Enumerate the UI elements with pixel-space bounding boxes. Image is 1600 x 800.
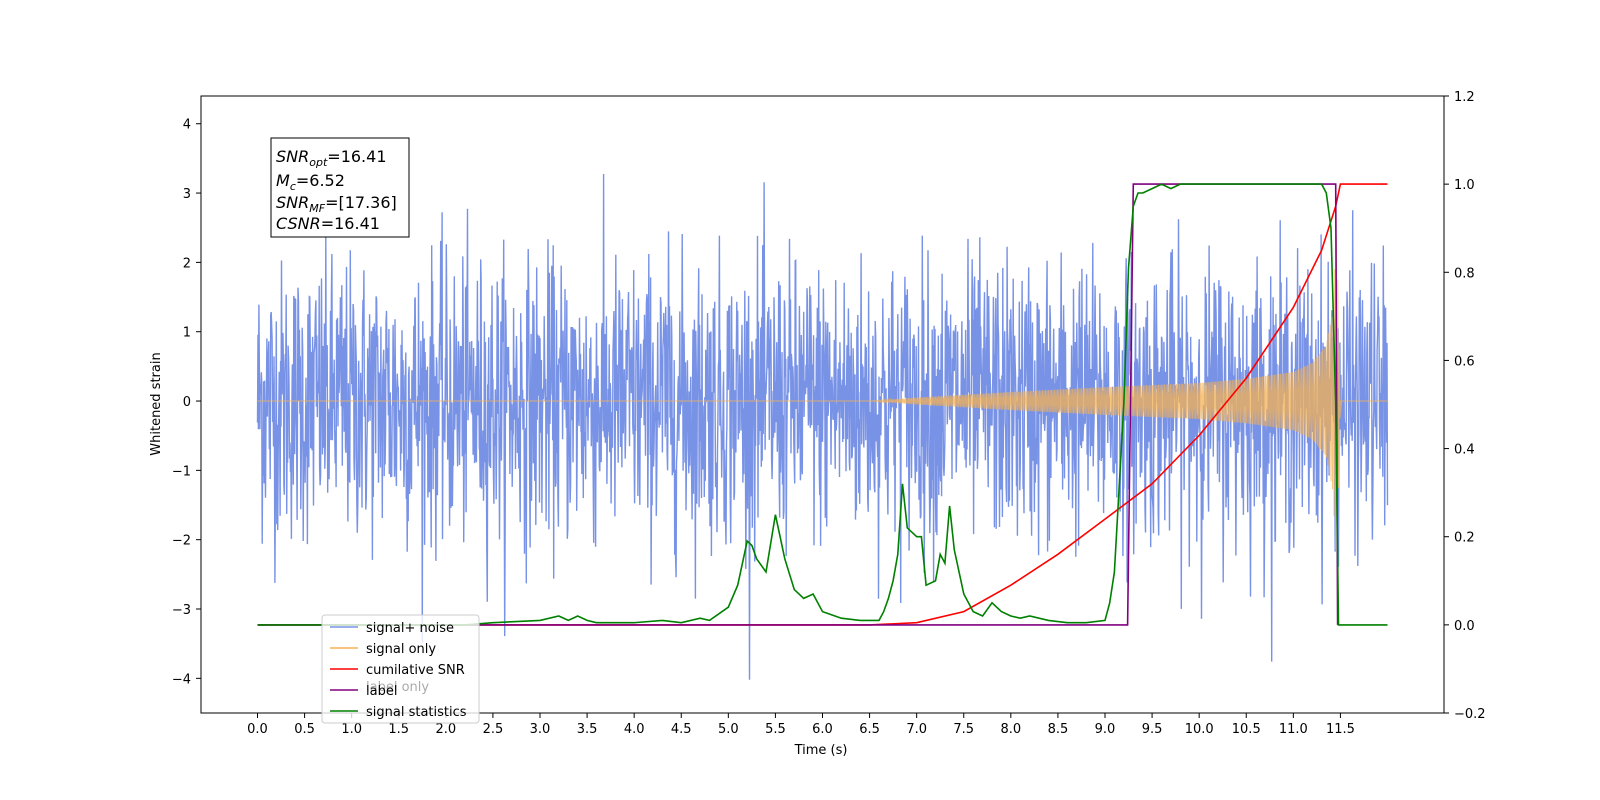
x-tick-label: 10.0	[1185, 722, 1214, 737]
annotation-frame	[270, 137, 410, 238]
signal-line	[257, 235, 1388, 558]
series-signal-only	[257, 235, 1388, 558]
y-tick-label: 0	[183, 395, 191, 410]
x-tick-label: 2.5	[483, 722, 504, 737]
x-tick-label: 11.5	[1326, 722, 1355, 737]
series-signal-noise	[256, 173, 1389, 680]
x-tick-label: 3.0	[530, 722, 551, 737]
y-tick-label: −3	[172, 603, 191, 618]
series-layer	[256, 173, 1389, 680]
y2-tick-label: 0.4	[1454, 443, 1475, 458]
annotation-box: SNRopt=16.41 Mc=6.52 SNRMF=[17.36] CSNR=…	[270, 137, 410, 238]
x-tick-label: 6.5	[859, 722, 880, 737]
x-tick-label: 7.0	[906, 722, 927, 737]
x-tick-label: 6.0	[812, 722, 833, 737]
series-cumilative-snr	[257, 183, 1388, 626]
series-line	[257, 183, 1339, 626]
x-tick-label: 5.0	[718, 722, 739, 737]
x-axis-label: Time (s)	[794, 743, 848, 758]
y-axis-right: 1.2 1.0 0.8 0.6 0.4 0.2 0.0 −0.2	[1444, 90, 1486, 722]
y2-tick-label: 0.2	[1454, 531, 1475, 546]
legend-label: cumilative SNR	[366, 663, 465, 678]
csnr-text: CSNR=16.41	[276, 214, 380, 233]
x-tick-label: 4.0	[624, 722, 645, 737]
x-tick-label: 9.5	[1142, 722, 1163, 737]
series-label	[257, 183, 1339, 626]
snr-mf-text: SNRMF=[17.36]	[276, 193, 397, 215]
series-line	[257, 183, 1388, 626]
legend: label only signal+ noise signal only cumil…	[321, 614, 480, 724]
y-tick-label: 1	[183, 326, 191, 341]
x-tick-label: 0.5	[294, 722, 315, 737]
y2-tick-label: 0.8	[1454, 266, 1475, 281]
y2-tick-label: 1.2	[1454, 90, 1475, 105]
y-tick-label: 4	[183, 118, 191, 133]
x-tick-label: 8.5	[1048, 722, 1069, 737]
legend-label: signal+ noise	[366, 621, 454, 636]
x-tick-label: 7.5	[953, 722, 974, 737]
x-tick-label: 3.5	[577, 722, 598, 737]
legend-hidden-entry: label only	[366, 680, 429, 695]
x-tick-label: 10.5	[1232, 722, 1261, 737]
legend-label: signal statistics	[366, 705, 467, 720]
x-tick-label: 5.5	[765, 722, 786, 737]
y-tick-label: −1	[172, 464, 191, 479]
y-tick-label: 2	[183, 256, 191, 271]
series-line	[257, 183, 1388, 626]
x-tick-label: 0.0	[247, 722, 268, 737]
y-tick-label: −4	[172, 672, 191, 687]
x-tick-label: 9.0	[1095, 722, 1116, 737]
y-axis-label: Whitened strain	[149, 352, 164, 455]
x-tick-label: 4.5	[671, 722, 692, 737]
x-axis: 0.0 0.5 1.0 1.5 2.0 2.5 3.0 3.5 4.0 4.5 5.0 5.5 6.0 6…	[247, 713, 1355, 737]
y-tick-label: −2	[172, 534, 191, 549]
mc-text: Mc=6.52	[276, 171, 345, 193]
series-signal-statistics	[257, 183, 1388, 626]
snr-opt-text: SNRopt=16.41	[276, 147, 387, 169]
y2-tick-label: 1.0	[1454, 178, 1475, 193]
legend-frame	[321, 614, 480, 724]
y-tick-label: 3	[183, 187, 191, 202]
y2-tick-label: −0.2	[1454, 707, 1486, 722]
x-tick-label: 1.5	[388, 722, 409, 737]
legend-label: label	[366, 684, 397, 699]
legend-label: signal only	[366, 642, 436, 657]
x-tick-label: 8.0	[1000, 722, 1021, 737]
y-axis-left: 4 3 2 1 0 −1 −2 −3 −4	[172, 118, 201, 687]
x-tick-label: 1.0	[341, 722, 362, 737]
y2-tick-label: 0.6	[1454, 354, 1475, 369]
x-tick-label: 2.0	[435, 722, 456, 737]
y2-tick-label: 0.0	[1454, 619, 1475, 634]
x-tick-label: 11.0	[1279, 722, 1308, 737]
noise-line	[256, 173, 1389, 680]
